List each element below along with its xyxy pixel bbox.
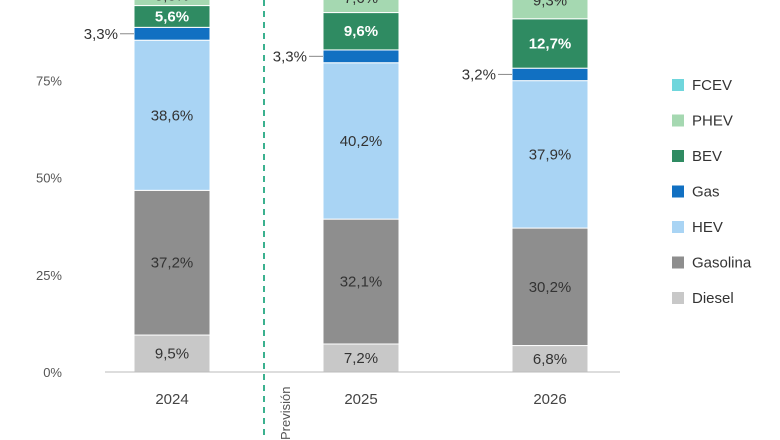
legend-label-bev: BEV xyxy=(692,148,722,165)
bar-segment-phev xyxy=(511,0,589,20)
data-label: 37,9% xyxy=(529,146,572,163)
legend-swatch-diesel xyxy=(672,292,684,304)
legend-label-hev: HEV xyxy=(692,219,723,236)
data-label: 7,2% xyxy=(344,350,378,367)
data-label: 3,2% xyxy=(462,66,496,83)
bar-segment-gasolina xyxy=(511,227,589,347)
legend-swatch-gasolina xyxy=(672,256,684,269)
data-label: 6,8% xyxy=(533,351,567,368)
x-tick-label: 2025 xyxy=(344,391,377,408)
bar-segment-bev xyxy=(511,18,589,69)
legend-label-diesel: Diesel xyxy=(692,290,734,307)
data-label: 9,3% xyxy=(533,0,567,10)
forecast-divider-label: Previsión xyxy=(278,387,293,440)
bar-segment-gas xyxy=(511,67,589,82)
bar-segment-phev xyxy=(322,0,400,14)
legend-swatch-phev xyxy=(672,114,684,127)
data-label: 12,7% xyxy=(529,35,572,52)
data-label: 9,5% xyxy=(155,346,189,363)
legend-swatch-bev xyxy=(672,150,684,162)
legend-swatch-fcev xyxy=(672,79,684,91)
bar-segment-gasolina xyxy=(322,218,400,345)
data-label: 30,2% xyxy=(529,279,572,296)
data-label: 5,3% xyxy=(155,0,189,4)
bar-segment-gas xyxy=(133,26,211,41)
y-tick-label: 50% xyxy=(36,171,62,186)
legend-label-gas: Gas xyxy=(692,184,720,201)
data-label: 3,3% xyxy=(84,26,118,43)
bar-segment-phev xyxy=(133,0,211,7)
bar-segment-bev xyxy=(322,12,400,51)
data-label: 3,3% xyxy=(273,48,307,65)
bar-segment-diesel xyxy=(133,334,211,373)
bar-segment-hev xyxy=(322,62,400,220)
bar-segment-gasolina xyxy=(133,189,211,336)
x-tick-label: 2026 xyxy=(533,391,566,408)
bar-segment-gas xyxy=(322,49,400,64)
x-tick-label: 2024 xyxy=(155,391,188,408)
data-label: 9,6% xyxy=(344,23,378,40)
data-label: 37,2% xyxy=(151,255,194,272)
legend-swatch-gas xyxy=(672,185,684,198)
bar-segment-diesel xyxy=(511,345,589,373)
legend-label-gasolina: Gasolina xyxy=(692,255,752,272)
data-label: 32,1% xyxy=(340,274,383,291)
data-label: 7,6% xyxy=(344,0,378,7)
y-tick-label: 25% xyxy=(36,268,62,283)
legend-label-phev: PHEV xyxy=(692,113,733,130)
y-tick-label: 0% xyxy=(43,365,62,380)
data-label: 38,6% xyxy=(151,107,194,124)
data-label: 5,6% xyxy=(155,8,189,25)
legend-swatch-hev xyxy=(672,221,684,233)
legend-label-fcev: FCEV xyxy=(692,77,732,94)
data-label: 40,2% xyxy=(340,133,383,150)
y-tick-label: 75% xyxy=(36,73,62,88)
